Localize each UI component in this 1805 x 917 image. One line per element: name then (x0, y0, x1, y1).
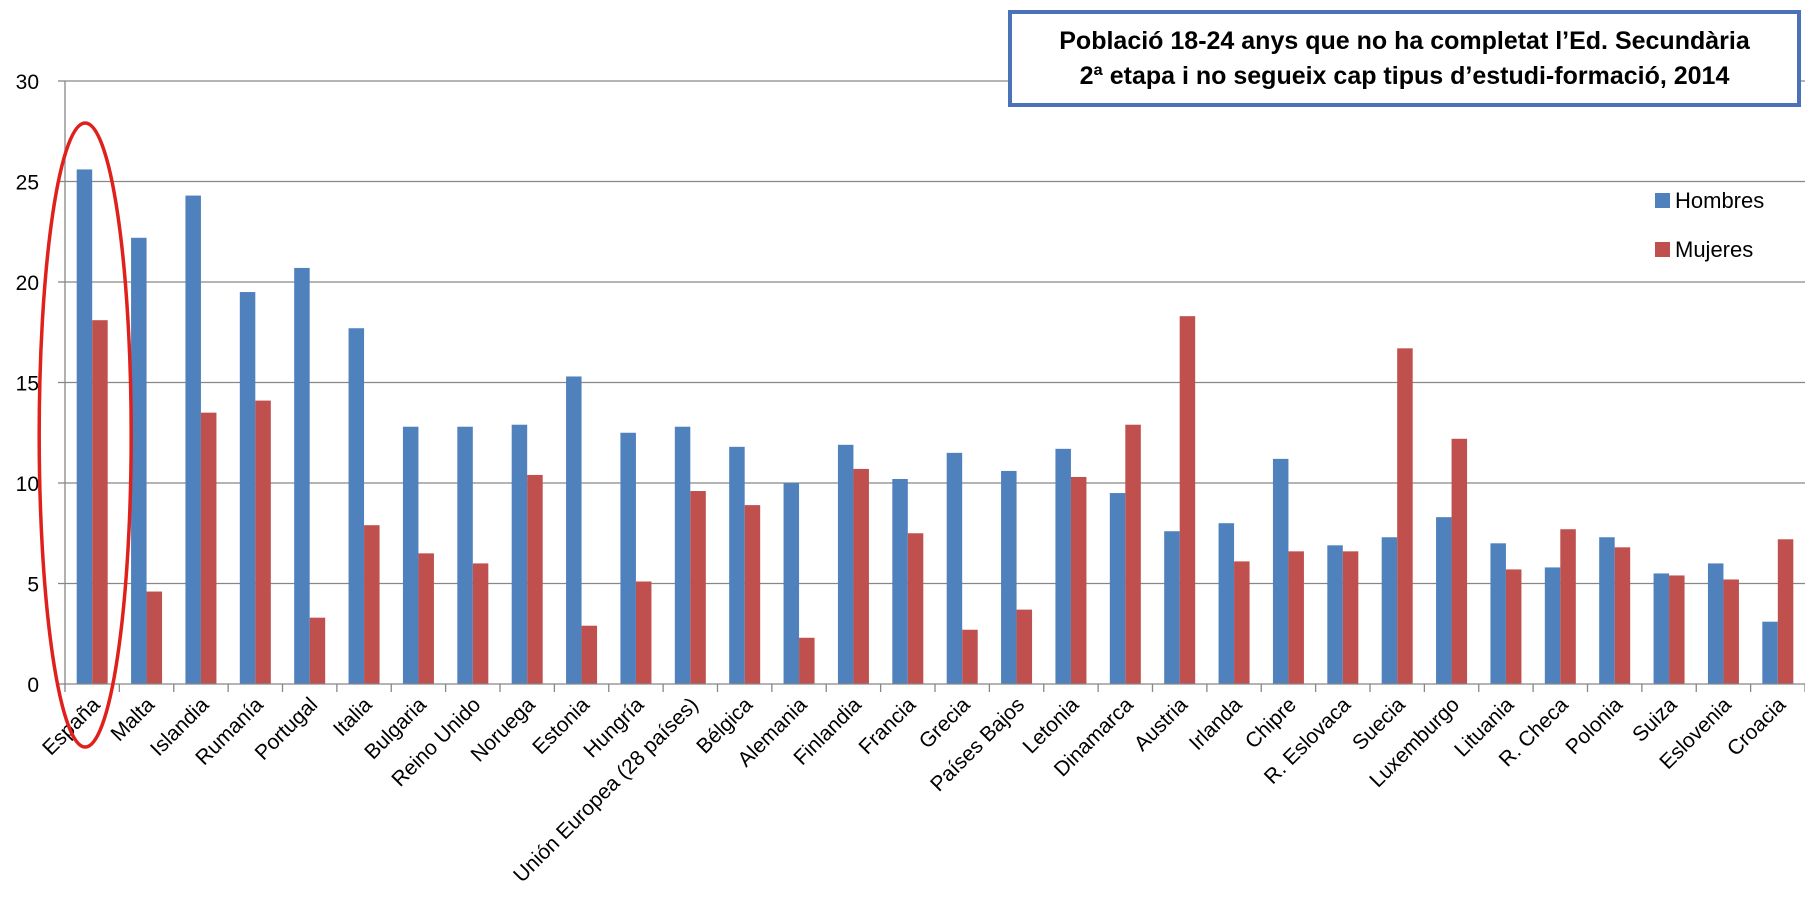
bar-mujeres-27 (1560, 529, 1576, 684)
bar-mujeres-31 (1777, 539, 1794, 684)
gridlines (65, 80, 1805, 585)
axes (64, 81, 1805, 692)
bar-hombres-3 (239, 292, 256, 684)
legend-label-mujeres: Mujeres (1675, 237, 1753, 262)
bar-hombres-30 (1707, 563, 1724, 684)
highlight-ellipse-shape (37, 121, 133, 749)
legend-swatch-mujeres (1655, 242, 1670, 257)
bar-hombres-23 (1327, 545, 1343, 684)
bar-hombres-22 (1272, 458, 1289, 684)
bar-hombres-8 (511, 424, 528, 684)
bar-mujeres-19 (1125, 424, 1141, 684)
bar-mujeres-12 (744, 505, 761, 684)
bar-hombres-27 (1544, 567, 1561, 684)
bar-mujeres-0 (92, 320, 108, 684)
bar-mujeres-10 (635, 581, 652, 684)
bar-mujeres-26 (1505, 569, 1522, 684)
bar-mujeres-4 (309, 617, 326, 684)
bar-hombres-15 (892, 478, 908, 684)
bar-mujeres-20 (1179, 316, 1196, 684)
bar-hombres-18 (1055, 448, 1071, 684)
bar-mujeres-7 (472, 563, 489, 684)
bar-hombres-12 (729, 446, 745, 684)
bars (76, 169, 1794, 684)
bar-mujeres-13 (799, 637, 815, 684)
x-category-label: España (38, 693, 105, 760)
x-category-label: Austria (1130, 693, 1193, 756)
bar-mujeres-30 (1723, 579, 1739, 684)
y-axis-ticks: 0 5 10 15 20 25 30 (16, 71, 65, 697)
y-tick-label: 5 (27, 574, 39, 597)
bar-hombres-6 (402, 426, 419, 684)
x-category-label: Polonia (1561, 693, 1627, 759)
bar-mujeres-24 (1397, 348, 1413, 684)
chart-title: Població 18-24 anys que no ha completat … (1008, 10, 1801, 107)
x-category-label: Irlanda (1185, 693, 1247, 755)
y-tick-label: 25 (16, 172, 39, 195)
bar-hombres-0 (76, 169, 93, 684)
x-category-label: Italia (329, 693, 377, 741)
bar-hombres-20 (1164, 531, 1180, 684)
bar-hombres-24 (1381, 537, 1398, 684)
bar-hombres-28 (1599, 537, 1615, 684)
chart-title-line-2: 2ª etapa i no segueix cap tipus d’estudi… (1079, 61, 1730, 90)
bar-mujeres-9 (581, 625, 598, 684)
bar-mujeres-16 (962, 629, 978, 684)
bar-mujeres-14 (853, 468, 869, 684)
highlight-ellipse (37, 121, 133, 749)
bar-mujeres-5 (364, 525, 380, 684)
y-tick-label: 30 (16, 71, 39, 94)
bar-mujeres-2 (200, 412, 217, 684)
bar-hombres-7 (457, 426, 473, 684)
legend: Hombres Mujeres (1655, 188, 1764, 262)
bar-hombres-11 (674, 426, 691, 684)
bar-hombres-31 (1762, 621, 1778, 684)
y-tick-label: 15 (16, 373, 39, 396)
legend-swatch-hombres (1655, 193, 1670, 208)
bar-hombres-4 (294, 267, 310, 684)
chart-title-line-1: Població 18-24 anys que no ha completat … (1059, 26, 1750, 55)
bar-hombres-13 (783, 483, 800, 684)
bar-mujeres-1 (146, 591, 163, 684)
x-category-label: Países Bajos (926, 693, 1029, 796)
y-tick-label: 0 (27, 674, 39, 697)
y-tick-label: 20 (16, 272, 39, 295)
bar-hombres-5 (348, 328, 365, 684)
bar-mujeres-28 (1614, 547, 1631, 684)
bar-mujeres-22 (1288, 551, 1304, 684)
bar-mujeres-15 (907, 533, 924, 684)
bar-hombres-9 (566, 376, 582, 684)
bar-hombres-21 (1218, 523, 1235, 684)
bar-hombres-29 (1653, 573, 1670, 684)
bar-hombres-25 (1436, 517, 1452, 684)
bar-mujeres-23 (1342, 551, 1359, 684)
bar-mujeres-25 (1451, 438, 1468, 684)
bar-mujeres-11 (690, 491, 706, 684)
bar-mujeres-6 (418, 553, 434, 684)
bar-hombres-1 (131, 237, 147, 684)
bar-mujeres-18 (1070, 476, 1087, 684)
bar-hombres-26 (1490, 543, 1506, 684)
bar-mujeres-21 (1234, 561, 1250, 684)
bar-hombres-14 (837, 444, 854, 684)
legend-label-hombres: Hombres (1675, 188, 1764, 213)
x-category-label: Croacia (1723, 693, 1791, 761)
bar-hombres-10 (620, 432, 636, 684)
bar-mujeres-3 (255, 400, 271, 684)
bar-mujeres-8 (527, 474, 543, 684)
bar-mujeres-17 (1016, 609, 1033, 684)
bar-hombres-2 (185, 195, 201, 684)
x-category-label: Francia (855, 693, 921, 759)
bar-hombres-19 (1109, 493, 1126, 684)
bar-hombres-16 (946, 452, 963, 684)
bar-mujeres-29 (1669, 575, 1685, 684)
bar-hombres-17 (1001, 470, 1017, 684)
y-tick-label: 10 (16, 473, 39, 496)
